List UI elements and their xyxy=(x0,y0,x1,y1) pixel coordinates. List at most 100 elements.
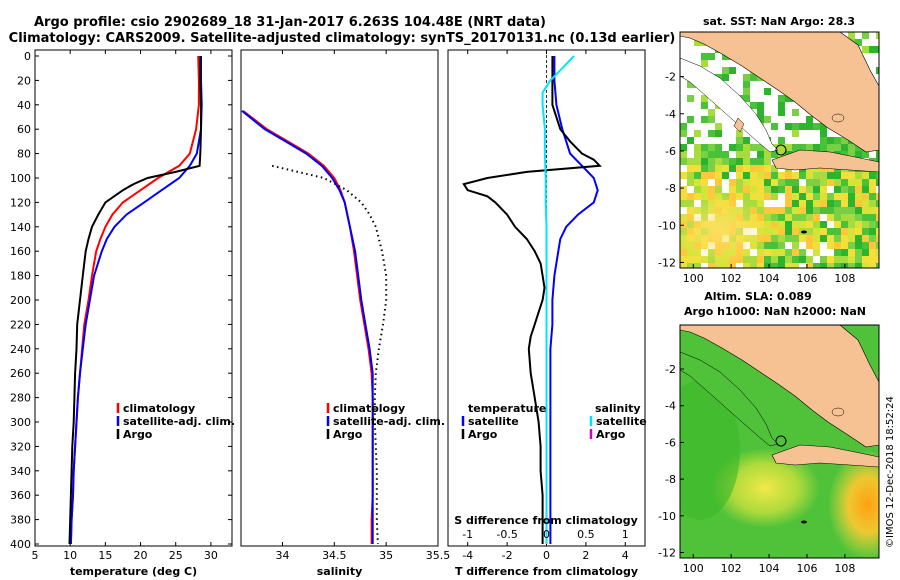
sst-cell xyxy=(771,214,778,221)
sst-cell xyxy=(792,144,799,151)
sla-island-bangka xyxy=(831,407,845,417)
sst-cell xyxy=(862,256,869,263)
sst-cell xyxy=(743,81,750,88)
sst-cell xyxy=(722,172,729,179)
sst-cell xyxy=(848,256,855,263)
sst_map-xtick-label: 102 xyxy=(721,272,742,285)
sst-float-marker xyxy=(775,144,787,156)
sst_map-ytick-label: -8 xyxy=(665,182,676,195)
sst-cell xyxy=(792,235,799,242)
sst-cell xyxy=(694,179,701,186)
sst-cell xyxy=(750,102,757,109)
sst-cell xyxy=(792,256,799,263)
sst-cell xyxy=(799,123,806,130)
sst-cell xyxy=(869,263,876,268)
sst-cell xyxy=(813,249,820,256)
sst-cell xyxy=(694,130,701,137)
sst-cell xyxy=(799,200,806,207)
depth-tick-label: 400 xyxy=(10,538,31,551)
sst-cell xyxy=(729,179,736,186)
sst-cell xyxy=(736,165,743,172)
sst-cell xyxy=(764,88,771,95)
sst-cell xyxy=(813,263,820,268)
sst-cell xyxy=(820,186,827,193)
difference-xtick-label: 0 xyxy=(543,549,550,562)
sst-cell xyxy=(771,207,778,214)
sst-cell xyxy=(834,256,841,263)
sst-cell xyxy=(813,235,820,242)
sla_map-xtick-label: 104 xyxy=(759,562,780,575)
difference-xtick-label: 2 xyxy=(582,549,589,562)
sst-cell xyxy=(757,151,764,158)
sst-cell xyxy=(743,179,750,186)
sst-cell xyxy=(841,214,848,221)
salinity-xlabel: salinity xyxy=(317,565,363,578)
sst-cell xyxy=(687,95,694,102)
temperature-panel: 0 20 40 60 80 100 120 140 160 180 200 220 240 260 280 3… xyxy=(10,49,235,578)
sst-cell xyxy=(680,158,687,165)
sst-cell xyxy=(820,228,827,235)
sst-cell xyxy=(708,53,715,60)
depth-tick-label: 200 xyxy=(10,294,31,307)
sst-cell xyxy=(806,214,813,221)
sst-cell xyxy=(771,179,778,186)
sst-cell xyxy=(736,151,743,158)
sst-cell xyxy=(778,263,785,268)
sst-cell xyxy=(785,193,792,200)
sst-cell xyxy=(869,228,876,235)
difference-legend-t-label: satellite xyxy=(468,415,519,428)
sst-cell xyxy=(799,235,806,242)
sst-cell xyxy=(722,165,729,172)
sst-cell xyxy=(862,207,869,214)
sst-cell xyxy=(834,137,841,144)
sst-cell xyxy=(708,165,715,172)
sst-cell xyxy=(778,256,785,263)
sla_map-xtick-label: 102 xyxy=(721,562,742,575)
sst-cell xyxy=(813,207,820,214)
sla_map-xtick-label: 100 xyxy=(683,562,704,575)
sst-cell xyxy=(799,144,806,151)
sst_map-ytick-label: -10 xyxy=(658,219,676,232)
sst-cell xyxy=(743,88,750,95)
sst-cell xyxy=(785,200,792,207)
sst-cell xyxy=(834,172,841,179)
sst-cell xyxy=(806,172,813,179)
sst-cell xyxy=(869,214,876,221)
sst-cell xyxy=(778,249,785,256)
sst-cell xyxy=(869,242,876,249)
difference-s-tick-label: 0.5 xyxy=(577,528,595,541)
sst-cell xyxy=(736,158,743,165)
difference-t-argo-line xyxy=(462,56,602,544)
sst-cell xyxy=(792,123,799,130)
sst-cell xyxy=(813,214,820,221)
sst-cell xyxy=(778,235,785,242)
sst-cell xyxy=(806,123,813,130)
sst-cell xyxy=(722,74,729,81)
depth-tick-label: 320 xyxy=(10,440,31,453)
sst-cell xyxy=(694,193,701,200)
sst-cell xyxy=(701,102,708,109)
sst-cell xyxy=(715,165,722,172)
salinity-xtick-label: 35.5 xyxy=(426,549,451,562)
temperature-frame xyxy=(34,49,233,547)
sst-cell xyxy=(841,228,848,235)
sst-cell xyxy=(736,193,743,200)
sst-cell xyxy=(743,158,750,165)
sst-cell xyxy=(876,151,879,158)
salinity-legend-label: Argo xyxy=(333,428,363,441)
sst-cell xyxy=(694,151,701,158)
imos-credit: ©IMOS 12-Dec-2018 18:52:24 xyxy=(885,396,896,548)
sst-cell xyxy=(750,172,757,179)
difference-s-tick-label: -0.5 xyxy=(496,528,517,541)
sst-cell xyxy=(764,151,771,158)
sst-cell xyxy=(806,186,813,193)
sst-cell xyxy=(841,137,848,144)
sst-cell xyxy=(869,256,876,263)
sst-cell xyxy=(687,158,694,165)
sst-cell xyxy=(680,200,687,207)
sst-cell xyxy=(764,242,771,249)
sst-cell xyxy=(785,235,792,242)
temperature-xtick-label: 10 xyxy=(63,549,77,562)
sumatra-landmass xyxy=(680,32,879,153)
sst-cell xyxy=(680,193,687,200)
